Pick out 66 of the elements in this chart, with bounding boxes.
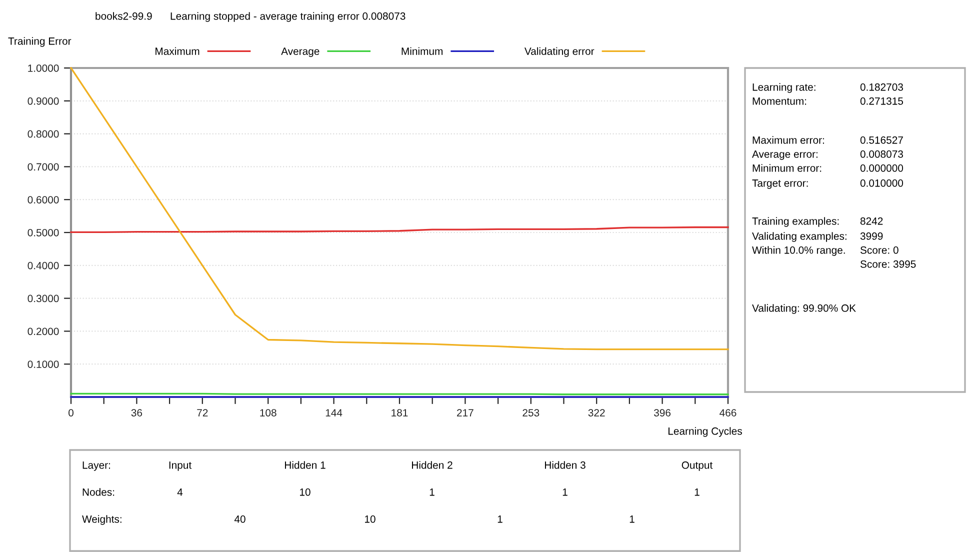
text: 10 — [365, 515, 376, 523]
x-tick-label: 36 — [131, 409, 142, 416]
y-tick-label: 0.4000 — [28, 262, 59, 270]
x-tick-label: 253 — [522, 409, 540, 416]
x-tick-label: 181 — [392, 409, 408, 416]
text: Layer: — [82, 462, 110, 471]
legend-title: Training Error — [8, 37, 72, 47]
text: Learning rate: — [752, 83, 816, 93]
text: 1 — [694, 488, 700, 496]
x-tick-label: 322 — [588, 409, 605, 416]
x-tick-label: 144 — [326, 409, 342, 416]
y-tick-label: 0.7000 — [28, 163, 59, 171]
y-tick-label: 0.3000 — [28, 294, 59, 302]
y-tick-label: 0.9000 — [28, 97, 59, 105]
text: 8242 — [860, 217, 883, 225]
legend-label: Validating error — [524, 47, 594, 57]
x-tick-label: 0 — [68, 409, 74, 416]
text: 10 — [300, 488, 310, 496]
text: Score: 3995 — [860, 260, 916, 268]
text: Validating: 99.90% OK — [752, 304, 856, 314]
text: 4 — [177, 488, 183, 496]
legend-label: Average — [281, 48, 320, 57]
text: Within 10.0% range. — [752, 246, 845, 256]
text: Validating examples: — [752, 232, 846, 242]
text: 1 — [430, 488, 434, 496]
y-tick-label: 0.6000 — [28, 196, 59, 204]
text: Input — [169, 462, 192, 471]
text: 3999 — [860, 232, 883, 240]
text: Weights: — [82, 515, 122, 525]
text: Score: 0 — [860, 246, 898, 254]
text: 1 — [498, 516, 502, 523]
text: 0.271315 — [860, 97, 904, 105]
chart-title: books2-99.9 — [96, 12, 152, 20]
x-tick-label: 466 — [720, 409, 736, 416]
text: Output — [682, 461, 713, 471]
text: 0.010000 — [860, 179, 904, 187]
legend-label: Maximum — [156, 47, 200, 55]
text: Hidden 3 — [545, 461, 586, 469]
text: Hidden 2 — [412, 461, 452, 469]
text: Target error: — [752, 180, 808, 189]
y-tick-label: 0.1000 — [28, 360, 59, 368]
text: 0.182703 — [860, 83, 903, 91]
y-tick-label: 0.5000 — [28, 229, 59, 236]
text: 0.008073 — [860, 150, 903, 158]
y-tick-label: 1.0000 — [28, 64, 59, 72]
text: Maximum error: — [752, 136, 824, 144]
x-axis-title: Learning Cycles — [668, 427, 742, 437]
text: Momentum: — [752, 98, 806, 105]
y-tick-label: 0.2000 — [28, 328, 59, 336]
text: 1 — [562, 488, 568, 496]
text: Average error: — [752, 150, 818, 160]
text: Nodes: — [82, 488, 114, 496]
text: 40 — [234, 515, 246, 523]
text: 0.516527 — [860, 136, 903, 144]
text: Training examples: — [752, 217, 839, 227]
x-tick-label: 72 — [197, 409, 208, 416]
text: 1 — [630, 516, 634, 523]
x-tick-label: 108 — [260, 409, 276, 416]
x-tick-label: 396 — [654, 409, 671, 416]
text: 0.000000 — [860, 164, 904, 172]
legend-label: Minimum — [402, 47, 443, 55]
text: Minimum error: — [752, 164, 822, 172]
text: Hidden 1 — [285, 461, 326, 469]
y-tick-label: 0.8000 — [28, 130, 59, 138]
chart-subtitle: Learning stopped - average training error 0.008073 — [170, 12, 406, 22]
x-tick-label: 217 — [457, 409, 474, 416]
